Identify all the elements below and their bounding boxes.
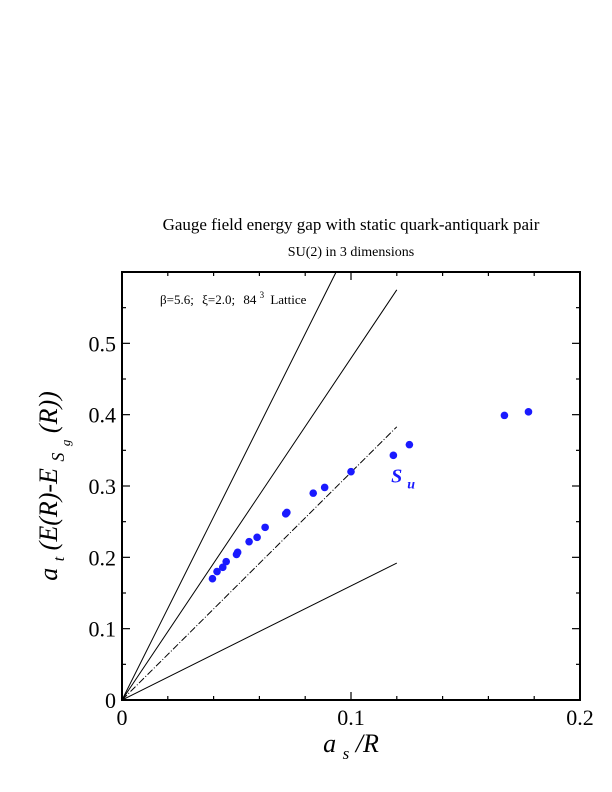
y-tick-label: 0.4 [89, 403, 117, 428]
reference-line-2 [121, 289, 398, 701]
y-axis-label-a: a [34, 568, 63, 581]
data-point-16 [405, 440, 414, 449]
reference-line-4 [121, 562, 398, 701]
reference-line-3 [121, 426, 398, 701]
y-axis-label-sub-g: g [58, 439, 73, 446]
data-point-15 [389, 451, 398, 460]
plot-frame [121, 271, 581, 701]
x-axis-label-a: a [323, 729, 336, 758]
y-ticks: 0 0.1 0.2 0.3 0.4 0.5 [89, 271, 580, 713]
x-axis-label-rest: /R [354, 729, 379, 758]
lattice-exponent: 3 [260, 290, 265, 300]
beta-value: β=5.6; [160, 292, 194, 307]
data-point-3 [218, 563, 227, 572]
chart-subtitle: SU(2) in 3 dimensions [288, 245, 414, 260]
reference-lines [121, 271, 398, 701]
data-point-12 [309, 489, 318, 497]
data-point-6 [233, 548, 242, 557]
series-label-su: S u [391, 465, 415, 492]
y-axis-label-mid: (E(R)-E [34, 468, 63, 550]
y-axis-label-sub-t: t [51, 556, 68, 561]
x-axis-label: a s /R [323, 729, 379, 765]
data-point-2 [213, 567, 221, 576]
data-point-7 [245, 537, 253, 546]
data-point-4 [222, 557, 230, 566]
data-point-11 [283, 508, 291, 517]
y-tick-label: 0.2 [89, 545, 117, 570]
data-point-17 [500, 411, 509, 420]
x-tick-label: 0 [117, 705, 128, 730]
x-axis-label-sub: s [343, 744, 350, 763]
y-tick-label: 0.5 [89, 331, 117, 356]
y-tick-label: 0.1 [89, 617, 117, 642]
xi-value: ξ=2.0; [202, 292, 235, 307]
lattice-word: Lattice [270, 292, 306, 307]
series-label-main: S [391, 465, 402, 487]
y-axis-label-s: S [48, 453, 68, 462]
y-tick-label: 0.3 [89, 474, 117, 499]
x-tick-label: 0.1 [337, 705, 365, 730]
data-point-14 [347, 467, 355, 476]
x-tick-label: 0.2 [566, 705, 594, 730]
y-axis-label: a t (E(R)-E S g (R)) [34, 391, 76, 581]
data-point-8 [253, 533, 261, 542]
y-tick-label: 0 [105, 688, 116, 713]
chart-title: Gauge field energy gap with static quark… [163, 215, 540, 234]
data-points [208, 408, 533, 583]
series-label-sub: u [407, 477, 415, 492]
data-point-18 [524, 408, 533, 416]
data-point-1 [208, 574, 217, 583]
lattice-size: 84 [243, 292, 257, 307]
parameter-annotation: β=5.6; ξ=2.0; 84 3 Lattice [160, 286, 307, 307]
x-ticks: 0 0.1 0.2 [117, 272, 594, 730]
y-axis-label-end: (R)) [34, 391, 63, 433]
data-point-13 [320, 483, 329, 492]
data-point-9 [261, 523, 269, 532]
reference-line-1 [121, 271, 337, 701]
